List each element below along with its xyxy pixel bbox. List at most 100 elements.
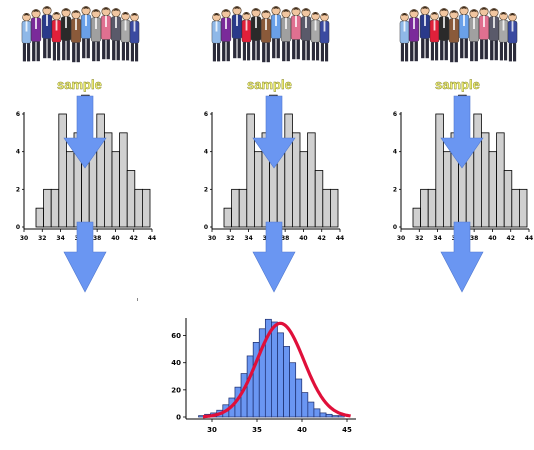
- stray-mark: [137, 298, 138, 301]
- down-arrow-icon: [252, 221, 296, 293]
- histogram-bar: [283, 346, 290, 418]
- histogram-bar: [329, 188, 339, 228]
- x-tick-label: 30: [208, 235, 216, 242]
- histogram-bar: [511, 188, 520, 228]
- y-tick-label: 0: [204, 224, 208, 231]
- sample-label-2: sample: [247, 77, 292, 92]
- histogram-bar: [238, 188, 248, 228]
- x-tick-label: 42: [130, 235, 138, 242]
- y-tick-label: 6: [204, 111, 208, 118]
- sampling-distribution-histogram: 0 20 40 60 30 35 40 45: [171, 318, 356, 434]
- y-tick-label: 40: [171, 359, 181, 367]
- crowd-of-people-icon: [21, 5, 140, 63]
- histogram-bar: [277, 332, 284, 418]
- down-arrow-icon: [252, 95, 296, 169]
- x-tick-label: 30: [20, 235, 28, 242]
- x-tick-label: 44: [336, 235, 344, 242]
- histogram-bar: [104, 132, 113, 228]
- histogram-bar: [276, 151, 286, 228]
- histogram-bar: [319, 412, 327, 418]
- y-tick-label: 20: [171, 386, 181, 394]
- x-tick-label: 45: [342, 426, 352, 434]
- histogram-bar: [96, 113, 105, 228]
- histogram-bar: [301, 392, 309, 418]
- x-tick-label: 38: [470, 235, 478, 242]
- arrows: [63, 95, 484, 293]
- y-tick-label: 2: [393, 186, 397, 193]
- x-tick-label: 44: [525, 235, 533, 242]
- histogram-bar: [111, 151, 120, 228]
- normal-curve: [202, 321, 352, 419]
- histogram-bar: [480, 132, 490, 228]
- histogram-bar: [134, 188, 143, 228]
- x-tick-label: 32: [38, 235, 46, 242]
- y-tick-label: 6: [393, 111, 397, 118]
- y-tick-label: 60: [171, 332, 181, 340]
- histogram-bar: [295, 378, 303, 418]
- x-tick-label: 38: [281, 235, 289, 242]
- x-tick-label: 42: [318, 235, 326, 242]
- histogram-bar: [442, 151, 452, 228]
- histogram-bar: [126, 170, 136, 228]
- y-tick-label: 6: [16, 111, 20, 118]
- histogram-bar: [325, 413, 333, 418]
- crowd-of-people-icon: [399, 5, 518, 63]
- histogram-bar: [331, 415, 339, 418]
- histogram-bar: [465, 151, 475, 228]
- x-tick-label: 34: [244, 235, 252, 242]
- y-tick-label: 4: [204, 149, 208, 156]
- y-tick-label: 0: [393, 224, 397, 231]
- histogram-bar: [119, 132, 128, 228]
- crowd-of-people-icon: [211, 5, 330, 63]
- histogram-bar: [307, 401, 315, 418]
- histogram-bar: [50, 188, 60, 228]
- x-tick-label: 34: [433, 235, 441, 242]
- x-tick-label: 42: [507, 235, 515, 242]
- x-tick-label: 40: [299, 235, 307, 242]
- histogram-bar: [322, 188, 331, 228]
- y-tick-label: 4: [16, 149, 20, 156]
- histogram-bar: [66, 151, 75, 228]
- histogram-bar: [420, 188, 429, 228]
- histogram-bar: [314, 170, 324, 228]
- x-tick-label: 30: [207, 426, 217, 434]
- sample-label-1: sample: [57, 77, 102, 92]
- histogram-bar: [313, 408, 321, 418]
- y-tick-label: 4: [393, 149, 397, 156]
- x-tick-label: 34: [56, 235, 64, 242]
- x-tick-label: 30: [397, 235, 405, 242]
- sample-label-3: sample: [435, 77, 480, 92]
- down-arrow-icon: [63, 95, 107, 169]
- histogram-bar: [503, 170, 513, 228]
- histogram-bar: [435, 113, 444, 228]
- histogram-bar: [496, 132, 505, 228]
- histogram-bar: [58, 113, 67, 228]
- histogram-bar: [253, 151, 263, 228]
- x-tick-label: 38: [93, 235, 101, 242]
- histogram-bar: [271, 321, 278, 418]
- histogram-bar: [291, 132, 301, 228]
- x-tick-label: 32: [226, 235, 234, 242]
- histogram-bar: [427, 188, 437, 228]
- histogram-bar: [473, 113, 482, 228]
- y-tick-label: 0: [176, 414, 181, 422]
- y-tick-label: 2: [204, 186, 208, 193]
- histogram-bar: [43, 188, 52, 228]
- histogram-bar: [231, 188, 240, 228]
- histogram-bar: [519, 188, 528, 228]
- x-tick-label: 44: [148, 235, 156, 242]
- x-tick-label: 40: [111, 235, 119, 242]
- histogram-bar: [35, 207, 44, 228]
- x-tick-label: 32: [415, 235, 423, 242]
- x-tick-label: 40: [488, 235, 496, 242]
- sample-histogram-2: 02463032343638404244: [204, 94, 344, 242]
- y-tick-label: 2: [16, 186, 20, 193]
- histogram-bar: [246, 113, 255, 228]
- histogram-bar: [307, 132, 316, 228]
- down-arrow-icon: [440, 221, 484, 293]
- histogram-bar: [488, 151, 497, 228]
- x-tick-label: 40: [297, 426, 307, 434]
- down-arrow-icon: [63, 221, 107, 293]
- y-tick-label: 0: [16, 224, 20, 231]
